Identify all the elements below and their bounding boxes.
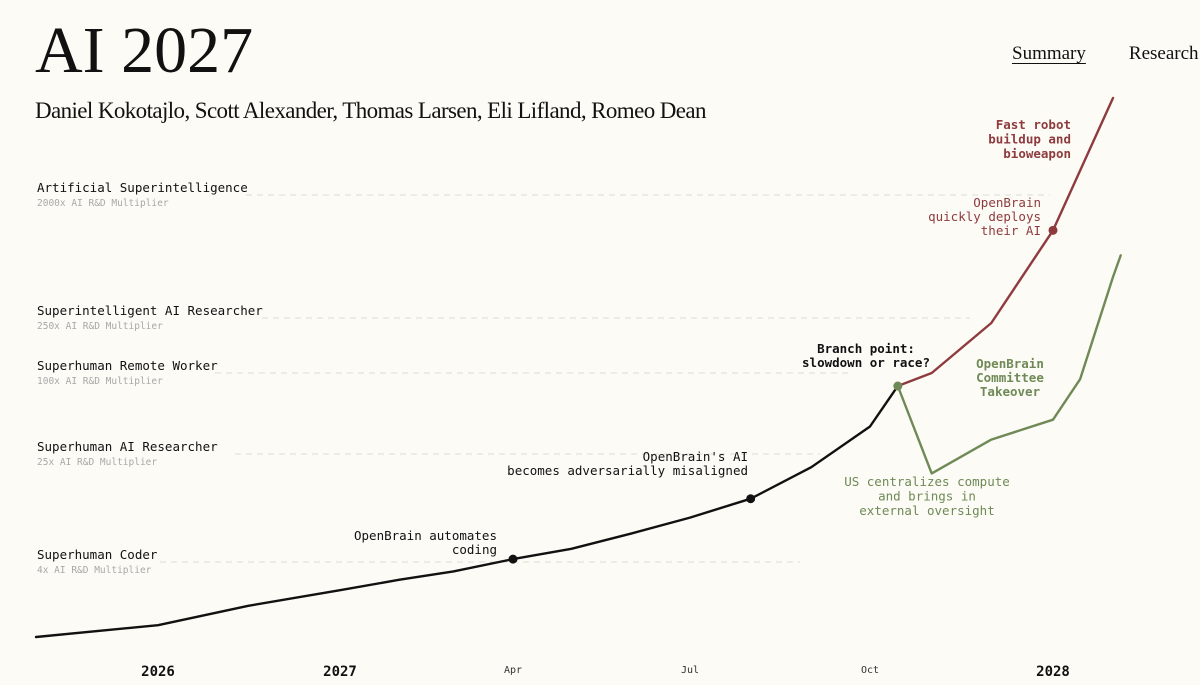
event-markers <box>508 225 1058 564</box>
annotation-line: bioweapon <box>1003 146 1071 161</box>
series-line-slowdown <box>896 254 1122 475</box>
milestone-sublabel: 4x AI R&D Multiplier <box>37 565 152 576</box>
event-marker[interactable] <box>893 381 903 391</box>
x-tick-label: Apr <box>504 665 522 676</box>
annotation-line: and brings in <box>878 489 976 504</box>
annotation-line: US centralizes compute <box>844 474 1010 489</box>
milestone-sublabel: 250x AI R&D Multiplier <box>37 321 163 332</box>
annotation-line: OpenBrain's AI <box>643 449 748 464</box>
milestone-sublabel: 2000x AI R&D Multiplier <box>37 198 169 209</box>
x-tick-label: 2027 <box>323 664 357 680</box>
series-lines <box>34 96 1122 639</box>
x-tick-label: 2028 <box>1036 664 1070 680</box>
event-annotation: OpenBrain Committee Takeover <box>976 356 1044 399</box>
annotation-line: their AI <box>981 223 1041 238</box>
milestone-label: Superhuman AI Researcher <box>37 439 218 454</box>
event-marker[interactable] <box>508 554 518 564</box>
event-annotation: OpenBrain automates coding <box>354 528 497 557</box>
annotation-line: quickly deploys <box>928 209 1041 224</box>
event-marker[interactable] <box>746 494 756 504</box>
annotation-line: OpenBrain <box>976 356 1044 371</box>
annotation-line: Committee <box>976 370 1044 385</box>
milestone-lines: Superhuman Coder 4x AI R&D Multiplier Supe… <box>37 180 1050 576</box>
annotation-line: becomes adversarially misaligned <box>507 463 748 478</box>
annotation-line: Takeover <box>980 384 1041 399</box>
event-annotation: OpenBrain's AI becomes adversarially misa… <box>507 449 748 478</box>
annotation-line: OpenBrain <box>973 195 1041 210</box>
authors-byline: Daniel Kokotajlo, Scott Alexander, Thoma… <box>35 98 706 123</box>
nav-research-link[interactable]: Research <box>1128 43 1199 64</box>
event-annotation: Fast robot buildup and bioweapon <box>988 117 1071 161</box>
milestone-label: Superhuman Coder <box>37 547 158 562</box>
milestone-sublabel: 25x AI R&D Multiplier <box>37 457 157 468</box>
x-tick-label: 2026 <box>141 664 175 680</box>
nav-summary-link[interactable]: Summary <box>1012 43 1086 64</box>
milestone-label: Superhuman Remote Worker <box>37 358 218 373</box>
annotation-line: Fast robot <box>996 117 1071 132</box>
event-marker[interactable] <box>1048 225 1058 235</box>
x-axis: 2026 2027 Apr Jul Oct 2028 <box>141 664 1070 680</box>
annotation-line: buildup and <box>988 132 1071 147</box>
top-nav: Summary Research <box>1012 43 1199 65</box>
milestone-label: Superintelligent AI Researcher <box>37 303 263 318</box>
x-tick-label: Jul <box>681 665 699 676</box>
milestone-sublabel: 100x AI R&D Multiplier <box>37 376 163 387</box>
annotation-line: coding <box>452 542 497 557</box>
annotation-line: OpenBrain automates <box>354 528 497 543</box>
annotation-line: slowdown or race? <box>802 355 930 370</box>
milestone-label: Artificial Superintelligence <box>37 180 248 195</box>
page-title: AI 2027 <box>35 14 254 87</box>
event-annotation: OpenBrain quickly deploys their AI <box>928 195 1041 238</box>
event-annotation: US centralizes compute and brings in exter… <box>844 474 1010 518</box>
event-annotation: Branch point: slowdown or race? <box>802 341 930 370</box>
series-line-main <box>34 384 899 639</box>
series-line-race <box>896 96 1115 388</box>
annotation-line: external oversight <box>859 503 994 518</box>
annotation-line: Branch point: <box>817 341 915 356</box>
x-tick-label: Oct <box>861 665 879 676</box>
